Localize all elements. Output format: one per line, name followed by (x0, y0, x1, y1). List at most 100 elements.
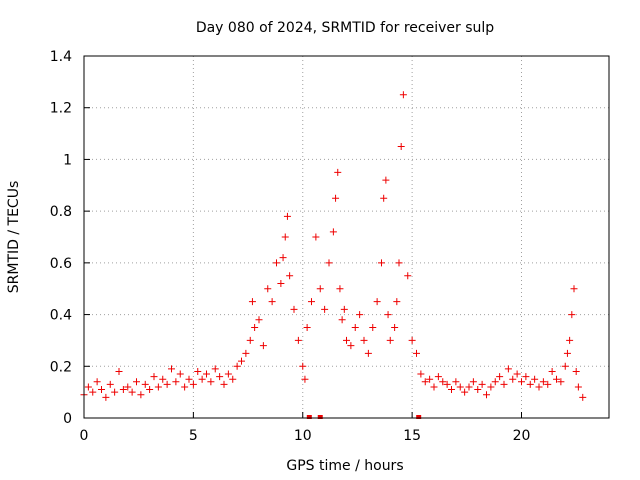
data-point (568, 311, 576, 319)
gap-marker (416, 415, 422, 419)
data-point (417, 370, 425, 378)
data-point (434, 373, 442, 381)
data-point (168, 365, 175, 373)
data-point (347, 342, 355, 350)
data-point (299, 362, 307, 370)
data-point (268, 298, 276, 306)
data-point (89, 388, 97, 396)
y-tick-label: 0.6 (50, 256, 72, 272)
data-point (128, 388, 136, 396)
data-point (504, 365, 512, 373)
data-point (238, 357, 245, 365)
data-point (229, 375, 237, 383)
data-point (111, 388, 119, 396)
data-point (294, 336, 302, 344)
data-point (469, 378, 477, 386)
data-point (290, 305, 298, 313)
data-point (382, 176, 390, 184)
data-point (478, 380, 486, 388)
data-point (526, 380, 534, 388)
data-point (491, 378, 499, 386)
data-point (106, 380, 114, 388)
data-point (137, 391, 145, 399)
data-point (334, 168, 342, 176)
data-point (340, 305, 348, 313)
y-tick-label: 0 (63, 411, 72, 427)
data-point (233, 362, 241, 370)
data-point (251, 324, 259, 331)
data-point (539, 378, 547, 386)
data-point (399, 91, 407, 99)
data-point (194, 367, 202, 375)
x-tick-label: 20 (513, 428, 531, 444)
data-point (544, 380, 552, 388)
data-point (439, 378, 447, 386)
data-point (329, 228, 337, 236)
y-tick-label: 0.2 (50, 359, 72, 375)
data-point (465, 383, 473, 391)
plot-frame (83, 55, 610, 419)
data-point (102, 393, 110, 401)
data-point (380, 194, 388, 202)
data-point (159, 375, 167, 383)
y-tick-label: 0.8 (50, 204, 72, 220)
data-point (154, 383, 162, 391)
data-point (216, 373, 224, 381)
data-point (301, 375, 309, 383)
data-point (452, 378, 460, 386)
data-point (332, 194, 340, 202)
data-point (242, 349, 250, 357)
data-point (255, 316, 263, 324)
data-point (181, 383, 189, 391)
data-point (316, 285, 324, 293)
data-point (150, 373, 158, 381)
data-point (303, 324, 311, 331)
chart-title: Day 080 of 2024, SRMTID for receiver sul… (196, 20, 494, 36)
data-point (360, 336, 368, 344)
y-tick-label: 0.4 (50, 308, 72, 324)
data-point (224, 370, 232, 378)
data-point (336, 285, 344, 293)
data-point (500, 380, 508, 388)
data-point (277, 280, 285, 288)
data-point (343, 336, 350, 344)
data-point (421, 378, 429, 386)
data-point (531, 375, 539, 383)
data-point (286, 272, 294, 280)
data-point (456, 383, 464, 391)
data-point (369, 324, 377, 331)
data-point (378, 259, 385, 267)
data-point (557, 378, 565, 386)
data-point (483, 391, 490, 399)
data-point (283, 212, 291, 220)
data-point (203, 370, 210, 378)
gap-marker (306, 415, 312, 419)
data-point (246, 336, 254, 344)
data-point (386, 336, 394, 344)
data-point (185, 375, 193, 383)
data-point (198, 375, 206, 383)
x-tick-label: 5 (189, 428, 198, 444)
data-point (461, 388, 469, 396)
data-point (356, 311, 364, 319)
data-point (522, 373, 530, 381)
data-point (124, 383, 132, 391)
data-point (264, 285, 272, 293)
data-point (443, 380, 451, 388)
gap-marker (317, 415, 323, 419)
gap-markers (306, 415, 422, 419)
data-point (84, 383, 92, 391)
x-tick-label: 0 (80, 428, 89, 444)
data-point (176, 370, 184, 378)
x-axis-ticks: 0 5 10 15 20 (80, 412, 531, 444)
grid-lines (84, 56, 609, 418)
data-point (325, 259, 333, 267)
data-point (395, 259, 403, 267)
data-point (572, 367, 580, 375)
data-point (448, 386, 455, 394)
data-point (146, 386, 154, 394)
data-point (548, 367, 556, 375)
data-point (474, 386, 482, 394)
data-point (119, 386, 127, 394)
